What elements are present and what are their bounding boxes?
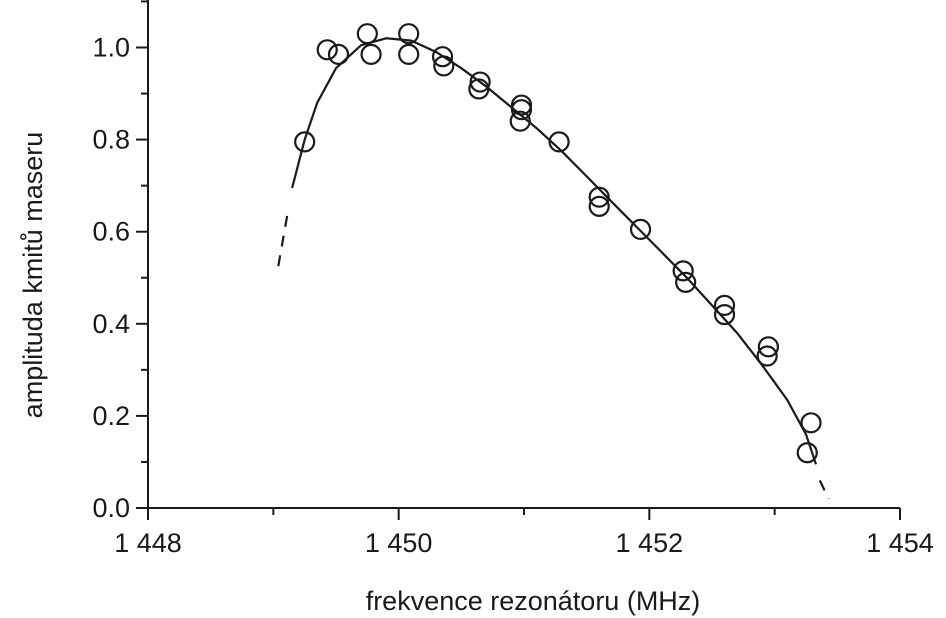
y-axis-title: amplituda kmitů maseru xyxy=(18,132,48,419)
data-point xyxy=(756,345,778,367)
data-point xyxy=(327,43,350,66)
x-tick-label: 1 454 xyxy=(866,528,934,558)
x-tick-label: 1 452 xyxy=(616,528,684,558)
data-point xyxy=(713,294,736,316)
data-points xyxy=(294,23,822,464)
y-tick-label: 0.2 xyxy=(92,401,130,431)
x-tick-label: 1 450 xyxy=(365,528,433,558)
data-point xyxy=(548,131,570,153)
data-point xyxy=(294,131,316,153)
data-point xyxy=(588,186,610,208)
y-tick-label: 1.0 xyxy=(92,33,130,63)
y-tick-label: 0.6 xyxy=(92,217,130,247)
data-point xyxy=(796,442,818,464)
data-point xyxy=(675,271,697,293)
data-point xyxy=(757,336,780,358)
x-axis-title: frekvence rezonátoru (MHz) xyxy=(366,586,701,616)
data-point xyxy=(509,110,531,132)
data-point xyxy=(800,412,822,434)
data-point xyxy=(398,43,420,66)
data-point xyxy=(433,55,455,77)
fit-curve-extrapolation-high xyxy=(818,479,830,500)
data-point xyxy=(469,71,491,93)
data-point xyxy=(588,195,610,217)
data-point xyxy=(316,39,338,61)
data-point xyxy=(672,260,694,282)
fit-curve-group xyxy=(277,37,830,500)
y-tick-label: 0.8 xyxy=(92,125,130,155)
y-tick-label: 0.4 xyxy=(92,309,130,339)
data-point xyxy=(510,99,533,121)
x-tick-label: 1 448 xyxy=(114,528,182,558)
data-point xyxy=(398,23,420,45)
axes xyxy=(147,0,900,509)
ticks: 1 448 1 450 1 452 1 454 0.0 0.2 0.4 0.6 0.8 1.0 xyxy=(92,0,934,558)
data-point xyxy=(713,303,736,326)
data-point xyxy=(360,43,382,66)
y-tick-label: 0.0 xyxy=(92,493,130,523)
fit-curve xyxy=(291,37,818,465)
data-point xyxy=(356,23,378,45)
data-point xyxy=(431,46,454,68)
data-point xyxy=(629,218,652,240)
data-point xyxy=(468,78,490,100)
fit-curve-extrapolation-low xyxy=(277,208,290,267)
